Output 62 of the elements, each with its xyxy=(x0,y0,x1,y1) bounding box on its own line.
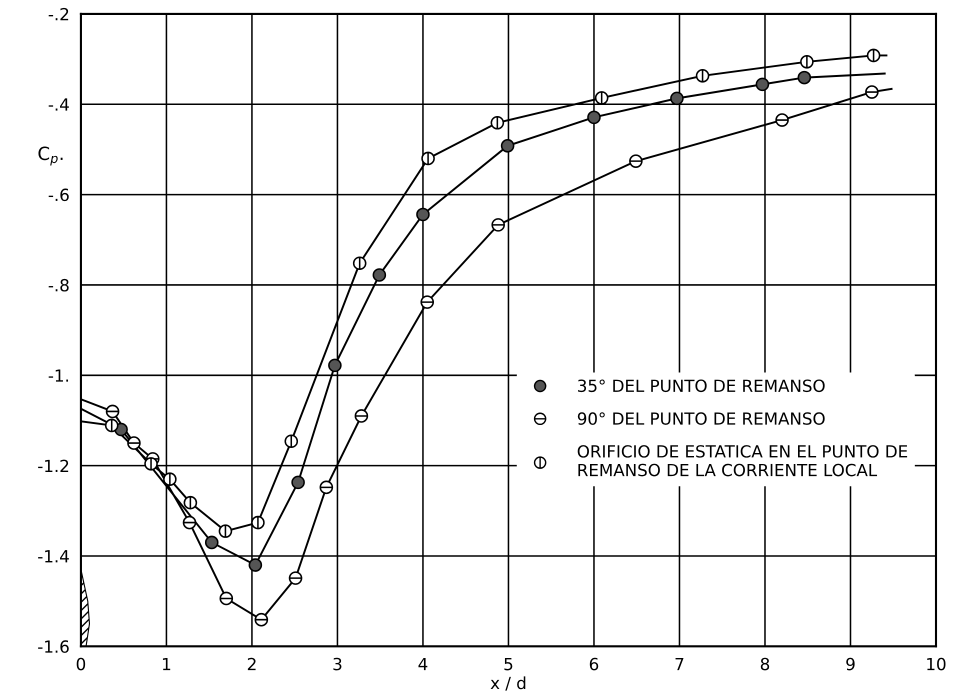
point xyxy=(288,571,302,585)
point xyxy=(218,524,232,538)
point xyxy=(416,208,430,222)
point xyxy=(372,268,386,282)
y-tick-label: -.4 xyxy=(48,98,69,111)
point xyxy=(328,358,342,372)
y-tick-label: -.2 xyxy=(48,8,68,20)
y-tick-label: -1.2 xyxy=(38,460,68,472)
point xyxy=(320,480,334,494)
y-tick-label: -1.4 xyxy=(38,550,69,562)
point xyxy=(670,92,684,106)
x-tick-label: 3 xyxy=(333,658,342,670)
point xyxy=(254,612,268,626)
y-tick-label: -.6 xyxy=(48,188,69,202)
point xyxy=(163,472,177,486)
x-tick-label: 8 xyxy=(760,658,770,670)
x-tick-label: 7 xyxy=(676,658,684,670)
y-tick-label: -.8 xyxy=(48,278,69,292)
point xyxy=(491,218,505,232)
x-tick-label: 0 xyxy=(76,658,86,670)
x-tick-label: 6 xyxy=(590,658,598,670)
point xyxy=(629,154,643,168)
legend-label: 90° DEL PUNTO DE REMANSO xyxy=(578,412,825,425)
point xyxy=(420,295,434,309)
x-tick-label: 1 xyxy=(162,658,170,670)
y-tick-label: -1.6 xyxy=(38,640,69,653)
point xyxy=(500,139,514,153)
point xyxy=(144,457,158,471)
point xyxy=(756,78,770,92)
x-tick-label: 4 xyxy=(418,658,428,670)
point xyxy=(354,409,368,423)
point xyxy=(775,113,789,127)
point xyxy=(291,476,305,490)
point xyxy=(865,85,879,99)
point xyxy=(106,404,120,418)
point xyxy=(800,55,814,69)
x-tick-label: 9 xyxy=(846,658,855,670)
x-tick-label: 10 xyxy=(927,658,946,670)
x-tick-label: 5 xyxy=(504,658,512,670)
point xyxy=(182,516,196,530)
point xyxy=(866,48,880,62)
x-tick-label: 2 xyxy=(248,658,256,670)
point xyxy=(696,69,710,83)
point xyxy=(104,418,118,432)
point xyxy=(490,116,504,130)
point xyxy=(248,558,262,572)
point xyxy=(352,256,366,270)
point xyxy=(421,152,435,166)
point xyxy=(587,110,601,124)
legend-label: 35° DEL PUNTO DE REMANSO xyxy=(578,379,825,392)
y-axis-title: C$_{p}$. xyxy=(38,146,63,166)
point xyxy=(184,496,198,510)
point xyxy=(594,91,608,105)
point xyxy=(251,516,265,530)
point xyxy=(127,436,141,450)
point xyxy=(284,434,298,448)
legend-label: ORIFICIO DE ESTATICA EN EL PUNTO DE REMANSO DE LA CORRIENTE LOCAL xyxy=(578,445,908,476)
y-tick-label: -1. xyxy=(48,369,68,382)
point xyxy=(220,592,234,606)
point xyxy=(204,536,219,550)
x-axis-title: x / d xyxy=(490,676,526,691)
point xyxy=(798,70,812,84)
